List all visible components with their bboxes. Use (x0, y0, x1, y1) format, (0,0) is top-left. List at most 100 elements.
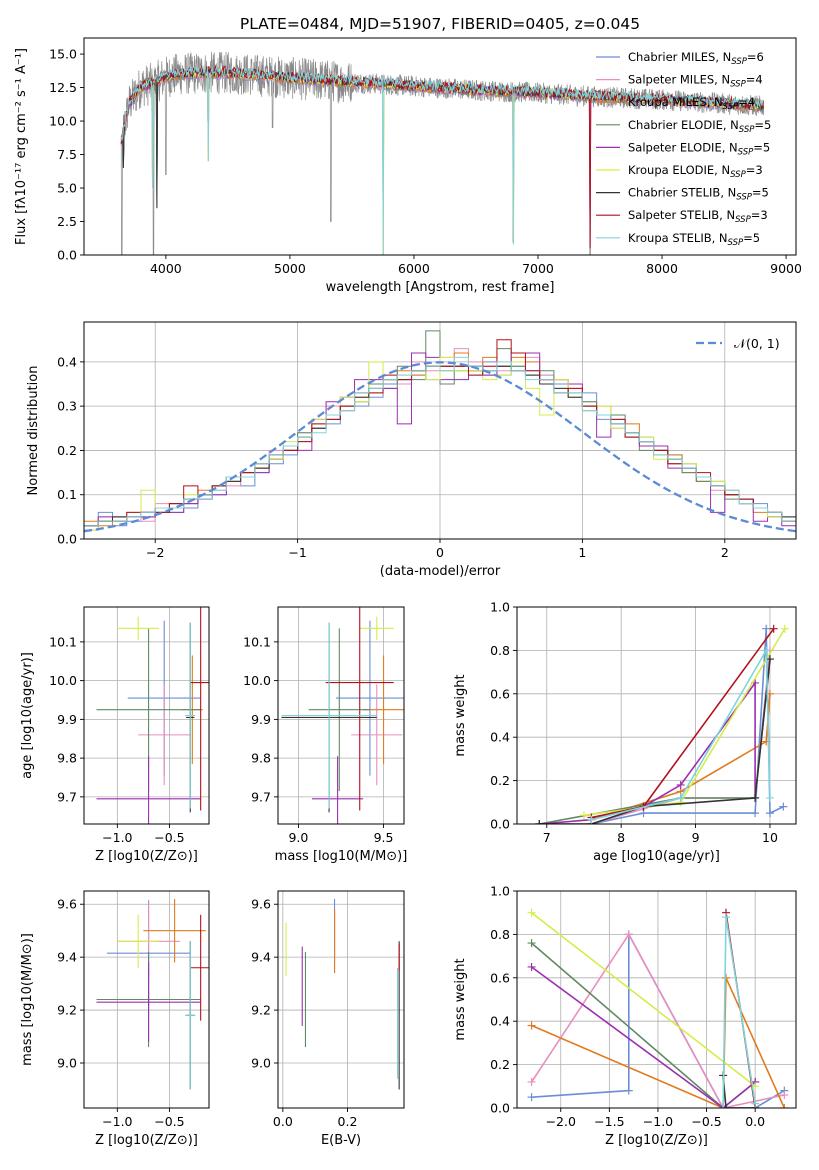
y-tick-label: 0.6 (490, 686, 510, 701)
axes-frame (277, 606, 405, 825)
legend-subscript: SSP (728, 238, 744, 248)
x-tick-label: 1 (578, 545, 586, 560)
plot-area (527, 908, 789, 1108)
x-tick-label: 6000 (398, 261, 430, 276)
y-tick-label: 10.0 (49, 673, 77, 688)
y-tick-label: 2.5 (57, 214, 77, 229)
legend-subscript: SSP (731, 57, 747, 67)
normal-curve (84, 361, 796, 533)
y-tick-label: 0.2 (57, 443, 77, 458)
y-tick-label: 9.2 (57, 1003, 77, 1018)
y-tick-label: 10.1 (243, 634, 271, 649)
y-tick-label: 10.0 (49, 114, 77, 129)
chart-mass-vs-EBV: 0.0 0.2 9.0 9.2 9.4 9.6 E(B-V) (251, 890, 405, 1148)
x-axis-label: wavelength [Angstrom, rest frame] (326, 280, 555, 295)
y-tick-label: 0.0 (57, 248, 77, 263)
weight-line (531, 966, 756, 1108)
x-tick-label: 2 (721, 545, 729, 560)
weight-line (591, 628, 775, 819)
x-axis-label: Z [log10(Z/Z⊙)] (95, 1133, 198, 1148)
histogram-step (84, 356, 796, 539)
x-tick-label: −1 (288, 545, 306, 560)
y-tick-label: 1.0 (490, 600, 510, 615)
plus-marker (722, 1104, 731, 1108)
legend-count: =3 (746, 163, 763, 177)
chart-age-vs-mass: 9.0 9.5 9.7 9.8 9.9 10.0 10.1 mass [log10(M/M⊙)… (243, 606, 408, 864)
legend-subscript: SSP (739, 125, 755, 135)
chart-mass-vs-Z: −1.0 −0.5 9.0 9.2 9.4 9.6 Z [log10(Z/Z⊙)] mass … (20, 890, 210, 1148)
y-tick-label: 0.4 (490, 730, 510, 745)
plus-marker (722, 973, 731, 982)
plus-marker (762, 646, 771, 655)
y-tick-label: 15.0 (49, 47, 77, 62)
legend-label: 𝒩(0, 1) (734, 336, 780, 351)
plot-area (535, 624, 789, 824)
x-axis-label: E(B-V) (321, 1133, 361, 1148)
plot-area (120, 51, 765, 255)
legend: 𝒩(0, 1) (696, 336, 780, 351)
x-axis-label: Z [log10(Z/Z⊙)] (95, 849, 198, 864)
x-tick-label: 9.0 (288, 830, 308, 845)
y-tick-label: 7.5 (57, 147, 77, 162)
y-tick-label: 9.6 (251, 897, 271, 912)
legend-count: =5 (753, 140, 770, 154)
y-tick-label: 9.8 (57, 751, 77, 766)
plus-marker (719, 1104, 728, 1108)
plot-area (96, 607, 209, 824)
chart-residual-histogram: 𝒩(0, 1) −2 −1 0 1 2 0.0 0.1 0.2 0.3 0.4 (data-model… (26, 321, 797, 579)
legend-subscript: SSP (735, 215, 751, 225)
x-tick-label: 4000 (150, 261, 182, 276)
legend-label: Chabrier MILES, NSSP=6 (628, 50, 764, 67)
weight-line (539, 680, 756, 824)
chart-mass-weight-vs-age: 7 8 9 10 0.0 0.2 0.4 0.6 0.8 1.0 age [log10(age/yr… (453, 600, 797, 864)
legend-count: =5 (743, 231, 760, 245)
plus-marker (527, 939, 536, 948)
y-tick-label: 0.6 (490, 970, 510, 985)
plus-marker (527, 1077, 536, 1086)
y-tick-label: 0.2 (490, 773, 510, 788)
legend-subscript: SSP (736, 193, 752, 203)
x-tick-label: 10 (762, 830, 778, 845)
axes-frame (83, 890, 210, 1109)
y-tick-label: 0.8 (490, 927, 510, 942)
x-axis-label: Z [log10(Z/Z⊙)] (605, 1133, 708, 1148)
legend-label: Kroupa MILES, NSSP=4 (628, 95, 755, 112)
weight-line (591, 647, 771, 821)
plus-marker (527, 1021, 536, 1030)
plus-marker (676, 793, 685, 802)
x-tick-label: 0 (436, 545, 444, 560)
y-axis-label: mass [log10(M/M⊙)] (20, 933, 35, 1066)
legend-subscript: SSP (738, 147, 754, 157)
y-tick-label: 9.2 (251, 1003, 271, 1018)
weight-line (591, 628, 784, 824)
legend-label: Chabrier STELIB, NSSP=5 (628, 186, 769, 203)
plot-area (285, 898, 400, 1090)
y-tick-label: 9.4 (251, 950, 271, 965)
plus-marker (676, 780, 685, 789)
y-tick-label: 9.4 (57, 950, 77, 965)
y-tick-label: 9.7 (57, 789, 77, 804)
y-tick-label: 0.1 (57, 487, 77, 502)
plot-area (96, 898, 209, 1090)
x-tick-label: −0.5 (154, 830, 184, 845)
x-axis-label: mass [log10(M/M⊙)] (275, 849, 408, 864)
x-tick-label: 8 (617, 830, 625, 845)
plus-marker (769, 624, 778, 633)
y-tick-label: 10.0 (243, 673, 271, 688)
plus-marker (751, 809, 760, 818)
y-axis-label: age [log10(age/yr)] (20, 652, 35, 779)
legend-label: Kroupa STELIB, NSSP=5 (628, 231, 760, 248)
x-tick-label: 5000 (274, 261, 306, 276)
legend: Chabrier MILES, NSSP=6 Salpeter MILES, NS… (596, 50, 771, 248)
axes-frame (516, 890, 797, 1109)
plus-marker (780, 624, 789, 633)
y-tick-label: 5.0 (57, 181, 77, 196)
x-tick-label: 9000 (770, 261, 802, 276)
weight-line (531, 912, 756, 1087)
plus-marker (722, 913, 731, 922)
x-tick-label: 0.0 (273, 1114, 293, 1129)
legend-count: =4 (746, 73, 763, 87)
y-tick-label: 10.1 (49, 634, 77, 649)
legend-label: Salpeter MILES, NSSP=4 (628, 73, 763, 90)
axes-frame (83, 37, 797, 256)
